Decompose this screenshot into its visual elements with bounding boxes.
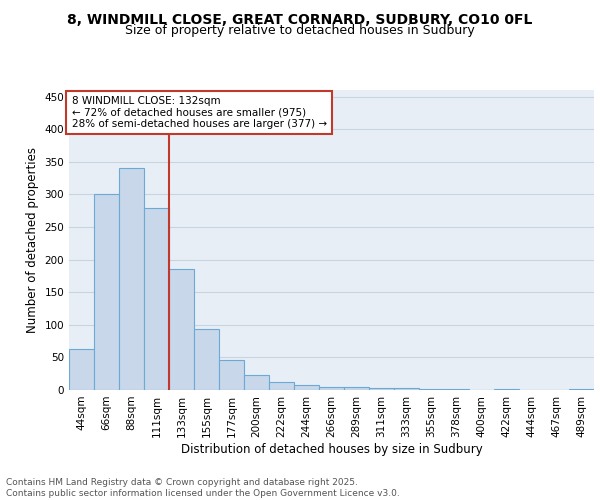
Bar — [419, 388, 444, 390]
Text: Contains HM Land Registry data © Crown copyright and database right 2025.
Contai: Contains HM Land Registry data © Crown c… — [6, 478, 400, 498]
Text: Size of property relative to detached houses in Sudbury: Size of property relative to detached ho… — [125, 24, 475, 37]
Bar — [244, 375, 269, 390]
Text: 8, WINDMILL CLOSE, GREAT CORNARD, SUDBURY, CO10 0FL: 8, WINDMILL CLOSE, GREAT CORNARD, SUDBUR… — [67, 12, 533, 26]
Bar — [144, 208, 169, 390]
Bar — [119, 168, 144, 390]
Bar — [219, 360, 244, 390]
Bar — [394, 388, 419, 390]
Bar — [569, 388, 594, 390]
Bar — [169, 270, 194, 390]
Bar — [369, 388, 394, 390]
Bar — [94, 194, 119, 390]
Bar — [69, 349, 94, 390]
Y-axis label: Number of detached properties: Number of detached properties — [26, 147, 39, 333]
Bar — [319, 386, 344, 390]
X-axis label: Distribution of detached houses by size in Sudbury: Distribution of detached houses by size … — [181, 442, 482, 456]
Text: 8 WINDMILL CLOSE: 132sqm
← 72% of detached houses are smaller (975)
28% of semi-: 8 WINDMILL CLOSE: 132sqm ← 72% of detach… — [71, 96, 327, 129]
Bar — [294, 386, 319, 390]
Bar — [344, 386, 369, 390]
Bar — [194, 330, 219, 390]
Bar — [269, 382, 294, 390]
